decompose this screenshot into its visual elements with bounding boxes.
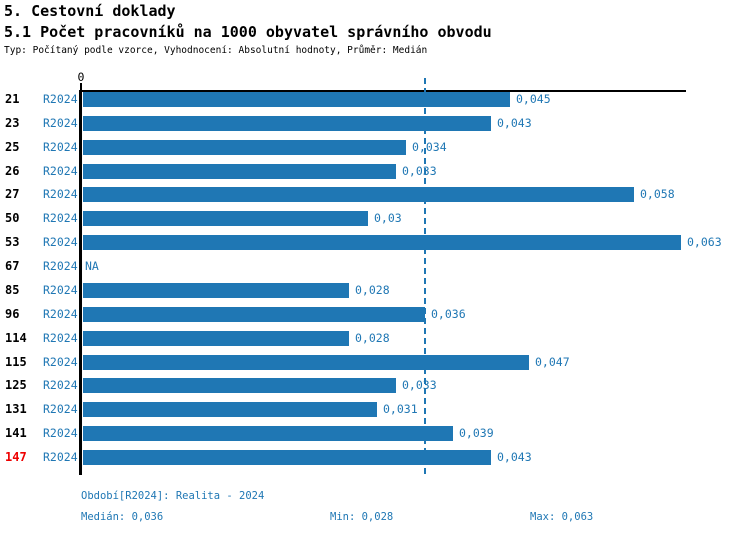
- bar-row: 131 R2024 0,031: [0, 402, 750, 426]
- row-category-label: 25: [5, 139, 20, 154]
- row-category-label: 21: [5, 92, 20, 106]
- bar-row: 25 R2024 0,034: [0, 139, 750, 164]
- row-category-label: 67: [5, 259, 20, 274]
- bar-value-label: 0,031: [383, 402, 418, 417]
- bar: [83, 139, 406, 155]
- bar: [83, 426, 453, 442]
- bar-row: 21 R2024 0,045: [0, 92, 750, 116]
- footer-max-stat: Max: 0,063: [530, 511, 594, 523]
- bar-value-label: 0,028: [355, 282, 390, 297]
- row-series-label: R2024: [43, 115, 78, 130]
- bar-row: 67 R2024 NA: [0, 259, 750, 283]
- bar: [83, 187, 634, 203]
- bar-value-label: 0,034: [412, 139, 447, 154]
- bar: [83, 92, 510, 107]
- bar-value-label: 0,063: [687, 235, 722, 250]
- bar-na-label: NA: [85, 259, 99, 274]
- bar-value-label: 0,03: [374, 211, 402, 226]
- row-category-label: 26: [5, 163, 20, 178]
- bar-value-label: 0,033: [402, 378, 437, 393]
- bar-row: 125 R2024 0,033: [0, 378, 750, 402]
- row-series-label: R2024: [43, 139, 78, 154]
- row-series-label: R2024: [43, 330, 78, 345]
- bar-row: 23 R2024 0,043: [0, 115, 750, 140]
- row-series-label: R2024: [43, 282, 78, 297]
- bar-value-label: 0,047: [535, 354, 570, 369]
- chart-subtitle: Typ: Počítaný podle vzorce, Vyhodnocení:…: [4, 45, 428, 56]
- bar: [83, 330, 349, 346]
- bar-row: 26 R2024 0,033: [0, 163, 750, 188]
- bar: [83, 235, 681, 251]
- bar-value-label: 0,036: [431, 306, 466, 321]
- row-series-label: R2024: [43, 306, 78, 321]
- footer-median-stat: Medián: 0,036: [81, 511, 164, 523]
- bar: [83, 282, 349, 298]
- bar: [83, 115, 491, 131]
- row-category-label: 96: [5, 306, 20, 321]
- row-category-label: 27: [5, 187, 20, 202]
- bar-row: 27 R2024 0,058: [0, 187, 750, 211]
- x-axis-tick-mark: [80, 83, 82, 90]
- y-axis-line: [79, 90, 82, 475]
- row-series-label: R2024: [43, 426, 78, 441]
- row-series-label: R2024: [43, 211, 78, 226]
- bar-row: 50 R2024 0,03: [0, 211, 750, 235]
- row-category-label: 115: [5, 354, 27, 369]
- report-section-title: 5. Cestovní doklady: [4, 2, 176, 20]
- row-series-label: R2024: [43, 402, 78, 417]
- row-series-label: R2024: [43, 354, 78, 369]
- row-series-label: R2024: [43, 259, 78, 274]
- row-category-label: 50: [5, 211, 20, 226]
- bar-value-label: 0,058: [640, 187, 675, 202]
- bar: [83, 378, 396, 394]
- row-series-label: R2024: [43, 163, 78, 178]
- bar-row: 115 R2024 0,047: [0, 354, 750, 379]
- bar-value-label: 0,039: [459, 426, 494, 441]
- bar: [83, 402, 377, 418]
- row-category-label: 147: [5, 450, 27, 465]
- row-category-label: 85: [5, 282, 20, 297]
- x-axis-zero-tick-label: 0: [77, 70, 85, 84]
- bar-value-label: 0,043: [497, 115, 532, 130]
- bar-row: 53 R2024 0,063: [0, 235, 750, 259]
- row-series-label: R2024: [43, 92, 78, 106]
- row-series-label: R2024: [43, 187, 78, 202]
- bar-value-label: 0,043: [497, 450, 532, 465]
- row-series-label: R2024: [43, 378, 78, 393]
- row-series-label: R2024: [43, 450, 78, 465]
- row-category-label: 131: [5, 402, 27, 417]
- bar-row: 96 R2024 0,036: [0, 306, 750, 331]
- row-series-label: R2024: [43, 235, 78, 250]
- row-category-label: 141: [5, 426, 27, 441]
- bar-value-label: 0,045: [516, 92, 551, 106]
- footer-period-label: Období[R2024]: Realita - 2024: [81, 490, 265, 502]
- bar: [83, 163, 396, 179]
- row-category-label: 125: [5, 378, 27, 393]
- bar-row: 85 R2024 0,028: [0, 282, 750, 307]
- median-reference-line: [424, 78, 426, 476]
- x-axis-line: [81, 90, 686, 92]
- bar-row: 147 R2024 0,043: [0, 450, 750, 474]
- row-category-label: 53: [5, 235, 20, 250]
- bar-row: 114 R2024 0,028: [0, 330, 750, 355]
- row-category-label: 23: [5, 115, 20, 130]
- indicator-title: 5.1 Počet pracovníků na 1000 obyvatel sp…: [4, 23, 492, 41]
- bar: [83, 306, 425, 322]
- bar: [83, 450, 491, 466]
- bar: [83, 211, 368, 227]
- bar-row: 141 R2024 0,039: [0, 426, 750, 450]
- footer-min-stat: Min: 0,028: [330, 511, 394, 523]
- bar-value-label: 0,028: [355, 330, 390, 345]
- bar: [83, 354, 529, 370]
- bar-value-label: 0,033: [402, 163, 437, 178]
- row-category-label: 114: [5, 330, 27, 345]
